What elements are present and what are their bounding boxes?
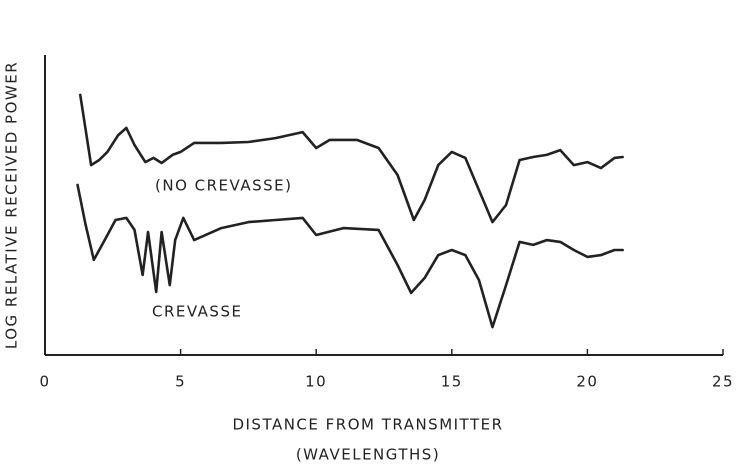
- x-tick-label: 25: [712, 373, 734, 391]
- x-tick-label: 20: [576, 373, 598, 391]
- x-tick-label: 15: [441, 373, 463, 391]
- x-axis-label: DISTANCE FROM TRANSMITTER: [232, 416, 503, 434]
- y-axis-label: LOG RELATIVE RECEIVED POWER: [3, 61, 21, 349]
- x-tick-label: 10: [305, 373, 327, 391]
- series-line: [78, 93, 624, 224]
- x-axis-sublabel: (WAVELENGTHS): [296, 446, 440, 464]
- series-line: [76, 183, 624, 329]
- series-label: (NO CREVASSE): [155, 177, 292, 195]
- x-tick-label: 5: [175, 373, 186, 391]
- series-label: CREVASSE: [152, 303, 242, 321]
- x-tick-label: 0: [39, 373, 50, 391]
